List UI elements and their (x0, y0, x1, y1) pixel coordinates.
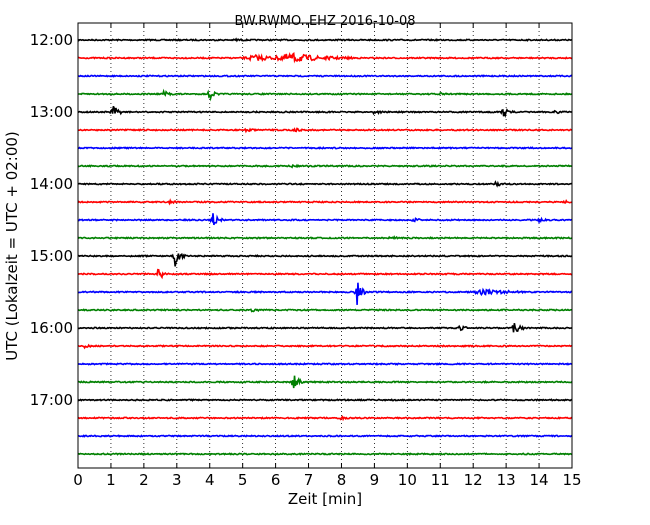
trace-row-14:30 (77, 213, 573, 226)
trace-row-13:00 (77, 105, 573, 119)
x-tick-label: 1 (106, 471, 116, 489)
trace-rows (77, 37, 573, 456)
x-tick-label: 3 (172, 471, 182, 489)
y-tick-label: 15:00 (30, 247, 73, 265)
y-tick-label: 16:00 (30, 319, 73, 337)
y-tick-label: 12:00 (30, 31, 73, 49)
plot-frame (77, 22, 573, 469)
trace-row-16:30 (77, 362, 573, 366)
x-axis-label: Zeit [min] (288, 490, 362, 508)
y-tick-label: 13:00 (30, 103, 73, 121)
x-tick-label: 2 (139, 471, 149, 489)
trace-row-12:30 (77, 74, 573, 78)
x-axis-ticks: 0 1 2 3 4 5 6 7 8 9 10 11 12 13 14 15 (73, 23, 582, 489)
chart-title: BW.RWMO..EHZ 2016-10-08 (234, 14, 415, 29)
x-tick-label: 11 (431, 471, 450, 489)
y-axis-label: UTC (Lokalzeit = UTC + 02:00) (3, 131, 21, 361)
trace-row-17:30 (77, 434, 573, 438)
trace-row-17:00 (77, 398, 573, 402)
trace-row-16:45 (77, 375, 573, 389)
grid-lines (110, 23, 540, 468)
trace-row-12:45 (77, 88, 573, 102)
x-tick-label: 6 (271, 471, 281, 489)
trace-row-13:45 (77, 163, 573, 169)
trace-row-14:00 (77, 180, 573, 188)
trace-row-15:30 (77, 282, 573, 305)
y-tick-label: 17:00 (30, 391, 73, 409)
trace-row-12:00 (77, 37, 573, 43)
trace-row-13:30 (77, 146, 573, 150)
trace-row-16:00 (77, 323, 573, 333)
trace-row-15:45 (77, 308, 573, 313)
x-tick-label: 12 (464, 471, 483, 489)
y-axis-ticks: 12:00 13:00 14:00 15:00 16:00 17:00 (30, 31, 572, 409)
x-tick-label: 10 (398, 471, 417, 489)
trace-row-14:45 (77, 235, 573, 240)
x-tick-label: 13 (497, 471, 516, 489)
trace-row-17:15 (77, 415, 573, 422)
trace-row-16:15 (77, 343, 573, 350)
x-tick-label: 5 (238, 471, 248, 489)
trace-row-12:15 (77, 51, 573, 64)
x-tick-label: 15 (562, 471, 581, 489)
x-tick-label: 4 (205, 471, 215, 489)
trace-row-14:15 (77, 198, 573, 206)
trace-row-15:00 (77, 252, 573, 267)
x-tick-label: 7 (304, 471, 314, 489)
trace-row-17:45 (77, 452, 573, 456)
x-tick-label: 9 (370, 471, 380, 489)
x-tick-label: 14 (530, 471, 549, 489)
x-tick-label: 0 (73, 471, 83, 489)
trace-row-15:15 (77, 268, 573, 280)
x-tick-label: 8 (337, 471, 347, 489)
y-tick-label: 14:00 (30, 175, 73, 193)
trace-row-13:15 (77, 127, 573, 134)
